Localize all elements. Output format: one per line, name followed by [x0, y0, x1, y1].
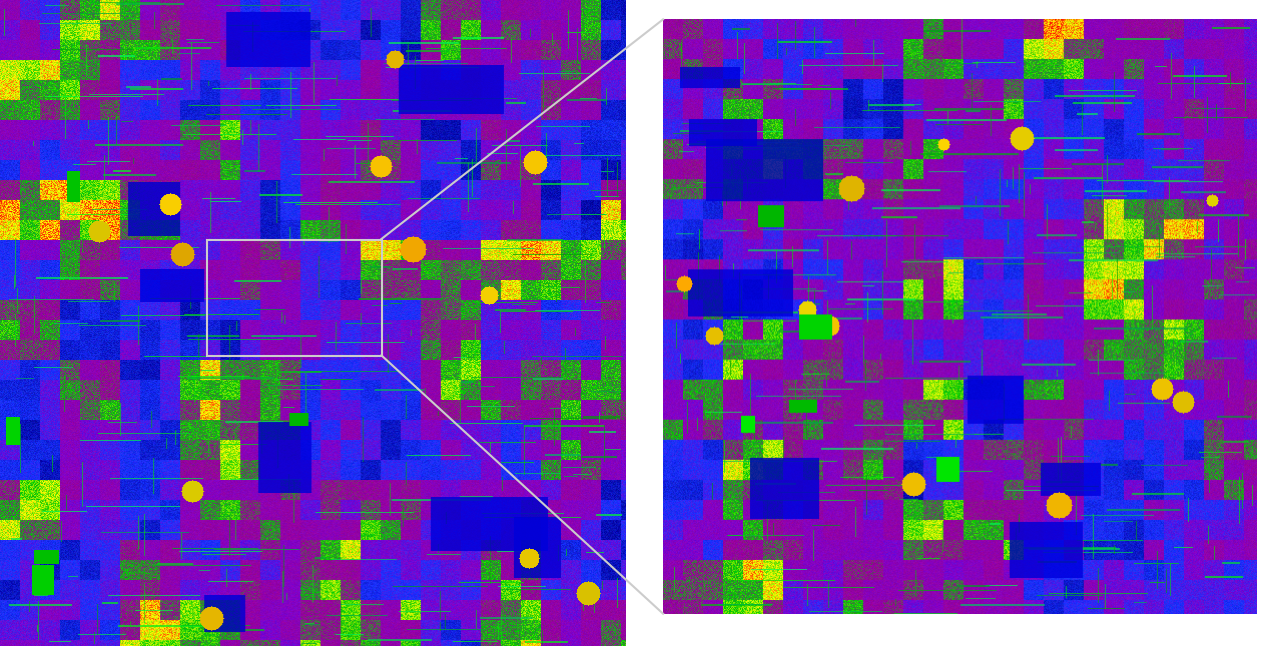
Bar — [207, 240, 381, 356]
